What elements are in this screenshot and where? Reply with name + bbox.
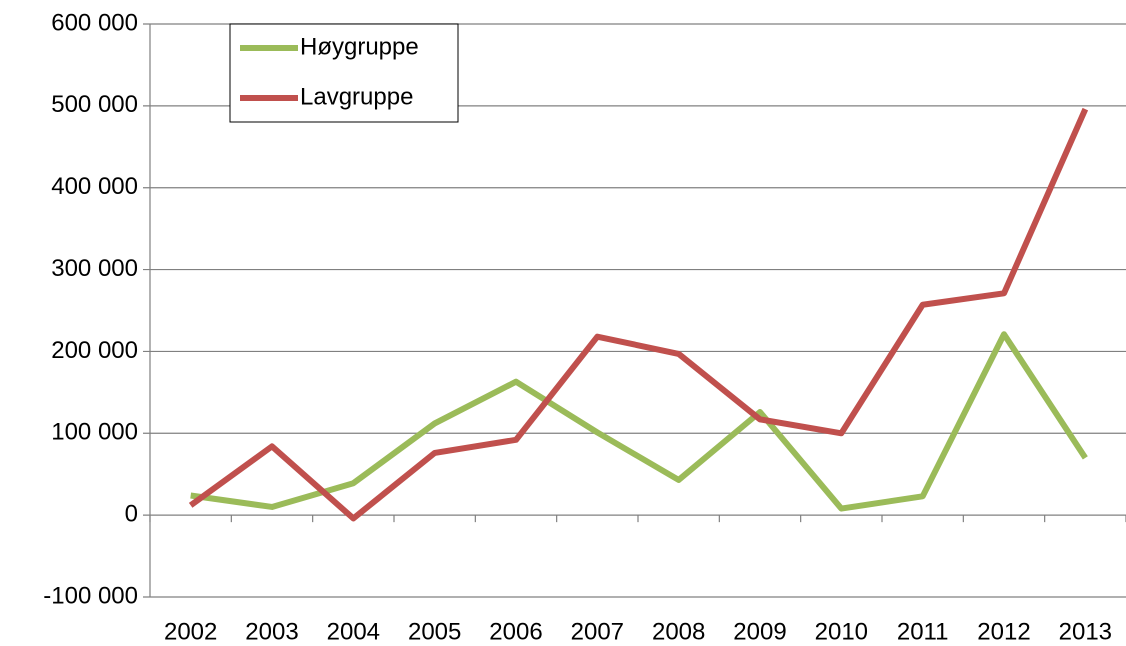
x-tick-label: 2002 xyxy=(164,618,217,645)
x-tick-label: 2013 xyxy=(1059,618,1112,645)
x-tick-label: 2012 xyxy=(977,618,1030,645)
y-tick-label: 400 000 xyxy=(51,173,138,200)
legend-label: Høygruppe xyxy=(300,33,419,60)
series-line xyxy=(188,107,1089,522)
x-tick-label: 2005 xyxy=(408,618,461,645)
x-tick-label: 2006 xyxy=(489,618,542,645)
x-tick-label: 2009 xyxy=(733,618,786,645)
series-line xyxy=(190,331,1088,512)
x-tick-label: 2007 xyxy=(571,618,624,645)
y-tick-label: 200 000 xyxy=(51,337,138,364)
y-tick-label: 600 000 xyxy=(51,9,138,36)
x-tick-label: 2004 xyxy=(327,618,380,645)
x-tick-label: 2011 xyxy=(897,618,949,645)
y-tick-label: 300 000 xyxy=(51,255,138,282)
legend-box xyxy=(229,23,459,123)
y-tick-label: -100 000 xyxy=(43,582,138,609)
x-tick-label: 2008 xyxy=(652,618,705,645)
x-tick-label: 2003 xyxy=(245,618,298,645)
legend-label: Lavgruppe xyxy=(300,83,413,110)
y-tick-label: 0 xyxy=(125,500,138,527)
y-tick-label: 500 000 xyxy=(51,91,138,118)
y-tick-label: 100 000 xyxy=(51,419,138,446)
x-tick-label: 2010 xyxy=(815,618,868,645)
